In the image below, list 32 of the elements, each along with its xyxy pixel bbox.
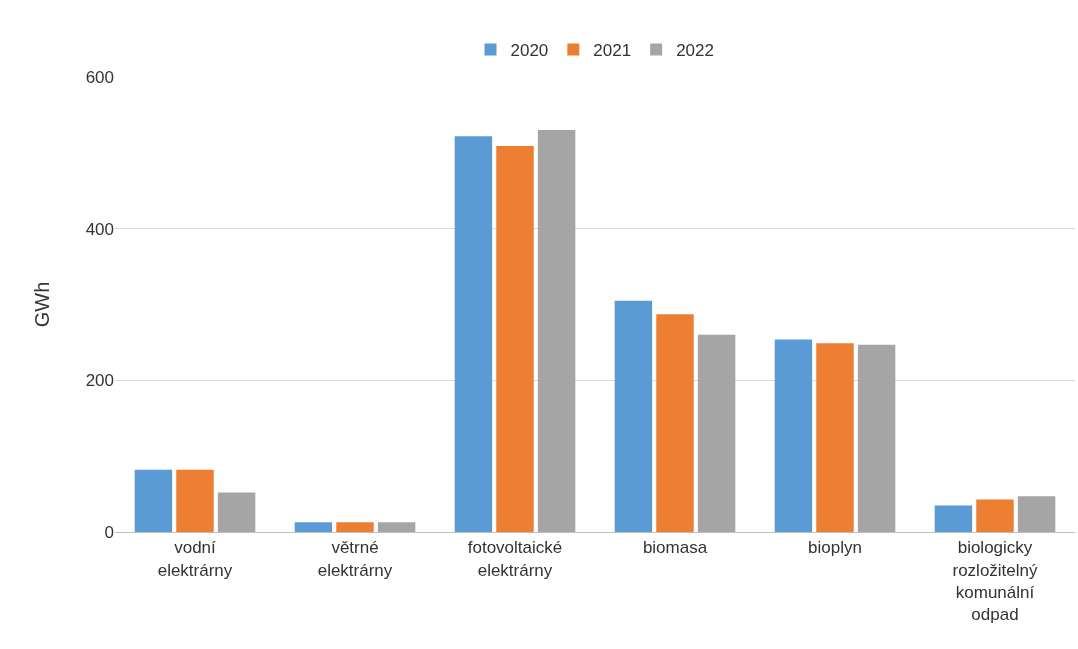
bar [697, 334, 736, 532]
bar [454, 136, 493, 532]
x-tick-label: vodní elektrárny [157, 538, 233, 580]
x-tick-label: biomasa [642, 538, 708, 558]
legend-label: 2022 [676, 41, 714, 61]
bar [336, 522, 374, 532]
x-tick-label: fotovoltaické elektrárny [467, 538, 563, 580]
x-tick-label: větrné elektrárny [317, 538, 393, 580]
bar [857, 344, 896, 532]
bar [217, 492, 256, 532]
bar [934, 505, 973, 532]
x-tick-label: bioplyn [808, 538, 862, 558]
y-tick-label: 600 [85, 67, 114, 87]
bar [134, 469, 173, 532]
y-tick-label: 0 [104, 522, 114, 542]
bar [377, 522, 416, 532]
bar [816, 343, 854, 532]
bar [774, 339, 813, 532]
bar [294, 522, 333, 532]
bar [656, 314, 694, 532]
bar [176, 469, 214, 532]
x-tick-label: biologicky rozložitelný komunální odpad [952, 538, 1039, 624]
bar [1017, 496, 1056, 532]
y-tick-label: 200 [85, 371, 114, 391]
y-axis-title: GWh [31, 281, 54, 328]
y-tick-label: 400 [85, 219, 114, 239]
bar [614, 300, 653, 532]
bar [537, 130, 576, 532]
bar [496, 146, 534, 532]
bar [976, 499, 1014, 532]
legend-label: 2020 [510, 41, 549, 61]
legend-label: 2021 [593, 41, 632, 61]
